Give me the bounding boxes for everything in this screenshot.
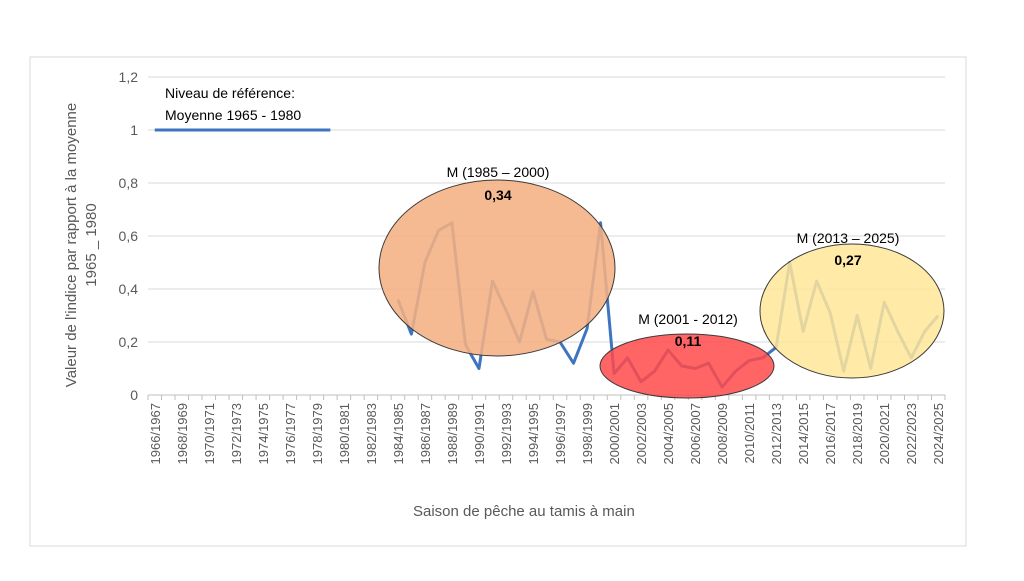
annotation: M (2013 – 2025): [797, 230, 900, 246]
x-tick-label: 2018/2019: [850, 403, 865, 464]
y-tick-label: 0,2: [119, 334, 139, 350]
annotation: Moyenne 1965 - 1980: [165, 107, 301, 123]
x-tick-label: 2014/2015: [796, 403, 811, 464]
annotation: M (2001 - 2012): [638, 311, 738, 327]
annotation: M (1985 – 2000): [447, 164, 550, 180]
y-tick-label: 0,6: [119, 228, 139, 244]
x-tick-label: 1994/1995: [526, 403, 541, 464]
x-tick-label: 1976/1977: [283, 403, 298, 464]
x-tick-label: 2016/2017: [823, 403, 838, 464]
x-tick-label: 2002/2003: [634, 403, 649, 464]
y-tick-label: 1: [130, 122, 138, 138]
x-tick-label: 1996/1997: [553, 403, 568, 464]
y-tick-label: 1,2: [119, 69, 139, 85]
x-tick-label: 1990/1991: [472, 403, 487, 464]
x-tick-label: 2010/2011: [742, 403, 757, 464]
x-tick-label: 2000/2001: [607, 403, 622, 464]
period-ellipse: [599, 333, 775, 399]
period-ellipse: [759, 243, 945, 379]
annotation: Niveau de référence:: [165, 85, 295, 101]
x-tick-label: 1966/1967: [148, 403, 163, 464]
x-tick-label: 1982/1983: [364, 403, 379, 464]
x-tick-label: 2004/2005: [661, 403, 676, 464]
x-tick-label: 1970/1971: [202, 403, 217, 464]
annotation: 0,34: [484, 187, 511, 203]
x-tick-label: 1980/1981: [337, 403, 352, 464]
x-tick-label: 2008/2009: [715, 403, 730, 464]
x-tick-label: 2024/2025: [931, 403, 946, 464]
y-axis-label: 1965 _ 1980: [83, 203, 100, 286]
x-tick-label: 1968/1969: [175, 403, 190, 464]
x-tick-label: 2006/2007: [688, 403, 703, 464]
x-tick-label: 1972/1973: [229, 403, 244, 464]
y-tick-label: 0,4: [119, 281, 139, 297]
y-tick-label: 0: [130, 387, 138, 403]
x-tick-label: 1984/1985: [391, 403, 406, 464]
x-tick-label: 1998/1999: [580, 403, 595, 464]
annotation: 0,11: [675, 333, 702, 349]
x-tick-label: 1992/1993: [499, 403, 514, 464]
y-tick-label: 0,8: [119, 175, 139, 191]
x-axis-label: Saison de pêche au tamis à main: [413, 503, 635, 520]
x-tick-label: 2020/2021: [877, 403, 892, 464]
x-tick-label: 1988/1989: [445, 403, 460, 464]
annotation: 0,27: [834, 252, 861, 268]
x-tick-label: 1978/1979: [310, 403, 325, 464]
x-tick-label: 1974/1975: [256, 403, 271, 464]
x-tick-label: 2022/2023: [904, 403, 919, 464]
x-tick-label: 2012/2013: [769, 403, 784, 464]
y-axis-label: Valeur de l'indice par rapport à la moye…: [63, 103, 80, 387]
x-tick-label: 1986/1987: [418, 403, 433, 464]
period-ellipse: [378, 179, 616, 357]
